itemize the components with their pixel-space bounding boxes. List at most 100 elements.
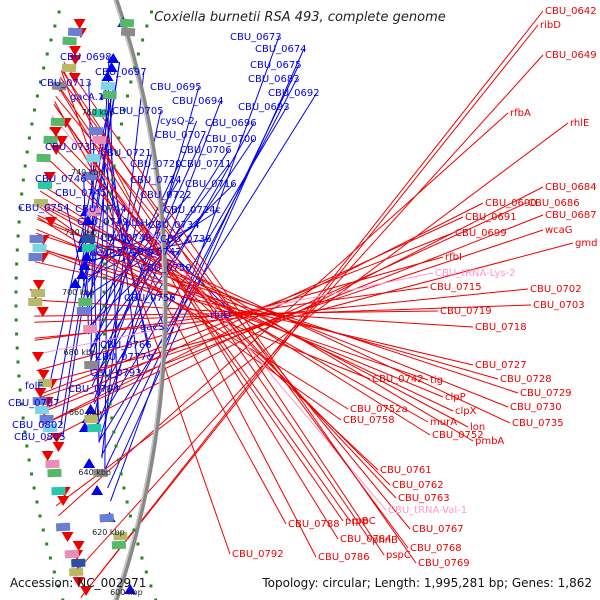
kbp-tick-label: 620 kbp [92,528,125,537]
genome-summary-text: Topology: circular; Length: 1,995,281 bp… [262,576,592,590]
tick-dot [149,584,153,588]
gene-arrow [81,215,94,225]
leader-line-right [73,54,544,575]
tick-dot [16,360,20,364]
gene-label-right: lon [470,422,485,433]
gene-arrow [37,370,50,380]
leader-line-right [37,214,454,412]
tick-dot [16,234,20,238]
gene-label-left: CBU_0705 [112,106,164,117]
tick-dot [42,66,46,70]
feature-block [33,198,49,208]
tick-dot [105,220,109,224]
gene-arrow [91,485,104,495]
tick-dot [30,472,33,476]
tick-dot [17,220,21,224]
leader-line-left [60,62,121,426]
gene-label-left: CBU_0793 [90,368,142,379]
tick-dot [35,94,39,98]
feature-block [102,90,117,100]
kbp-tick-label: 660 kbp [69,408,102,417]
tick-dot [122,486,126,490]
gene-label-left: rluD [210,310,231,321]
leader-line-right [57,85,339,540]
gene-label-right: CBU_0767 [412,524,464,535]
gene-label-right: pmbA [475,436,504,447]
gene-label-left: CBU_0706 [180,145,232,156]
tick-dot [154,598,158,600]
gene-label-right: ribD [540,20,561,31]
gene-label-left: CBU_0675 [250,60,302,71]
gene-arrow [76,269,89,279]
gene-label-right: CBU_0686 [528,198,580,209]
map-title: Coxiella burnetii RSA 493, complete geno… [154,10,446,25]
gene-label-right: CBU_0649 [545,50,597,61]
feature-block [28,298,43,306]
leader-line-right [61,67,317,558]
leader-line-right [38,229,544,399]
gene-arrow [57,496,70,506]
gene-label-right: CBU_0699 [455,228,507,239]
tick-dot [18,388,22,392]
gene-label-left: CBU_0724c [164,205,221,216]
feature-block [28,252,43,262]
gene-label-left: CBU_0674 [255,44,307,55]
leader-line-right [53,104,351,522]
leader-line-left [90,146,95,371]
gene-label-left: CBU_0744 [75,204,127,215]
gene-label-right: CBU_0728 [500,374,552,385]
feature-block [88,126,103,136]
tick-dot [136,52,140,56]
feature-block [32,243,47,253]
tick-dot [14,304,18,308]
gene-arrow [36,307,49,317]
tick-dot [41,528,45,532]
leader-line-right [35,246,429,381]
gene-label-left: CBU_0736 [160,234,212,245]
gene-label-left: cysQ-2 [160,116,195,127]
gene-arrow [45,217,58,227]
tick-dot [107,206,111,210]
tick-dot [104,234,108,238]
tick-dot [145,24,149,28]
tick-dot [21,416,25,420]
gene-label-left: CBU_0720 [130,159,182,170]
leader-line-left [91,134,205,387]
tick-dot [30,122,34,126]
feature-block [37,378,52,388]
gene-label-left: CBU_0695 [150,82,202,93]
gene-arrow [101,71,114,81]
feature-block [84,414,99,424]
tick-dot [132,528,136,532]
tick-dot [117,136,121,140]
gene-label-right: CBU_0762 [392,480,444,491]
gene-label-right: CBU_0742 [372,374,424,385]
tick-dot [136,542,140,546]
tick-dot [20,402,23,406]
gene-label-right: tig [430,375,443,386]
gene-label-right: phnB [372,535,398,546]
leader-line-right [39,190,431,436]
leader-line-right [36,232,519,394]
gene-arrow [124,584,137,594]
leader-line-left [100,78,298,457]
gene-label-left: CBU_0734 [148,220,200,231]
feature-block [43,423,58,433]
tick-dot [38,514,42,518]
feature-block [100,81,115,91]
tick-dot [23,430,27,434]
gene-label-right: CBU_tRNA-Val-1 [388,505,467,516]
gene-label-left: CBU_0731 [45,142,97,153]
gene-label-left: CBU_0749 [77,217,129,228]
feature-block [111,540,127,550]
leader-line-right [61,70,231,555]
gene-arrow [69,278,82,288]
feature-block [93,468,108,478]
gene-arrow [61,532,74,542]
feature-block [62,36,77,46]
tick-dot [15,346,19,350]
gene-arrow [32,280,45,290]
kbp-ticks: 600 kbp 620 kbp 640 kbp 660 kbp 680 kbp 700 k… [14,10,158,600]
tick-dot [57,10,61,14]
leader-line-left [87,192,105,317]
